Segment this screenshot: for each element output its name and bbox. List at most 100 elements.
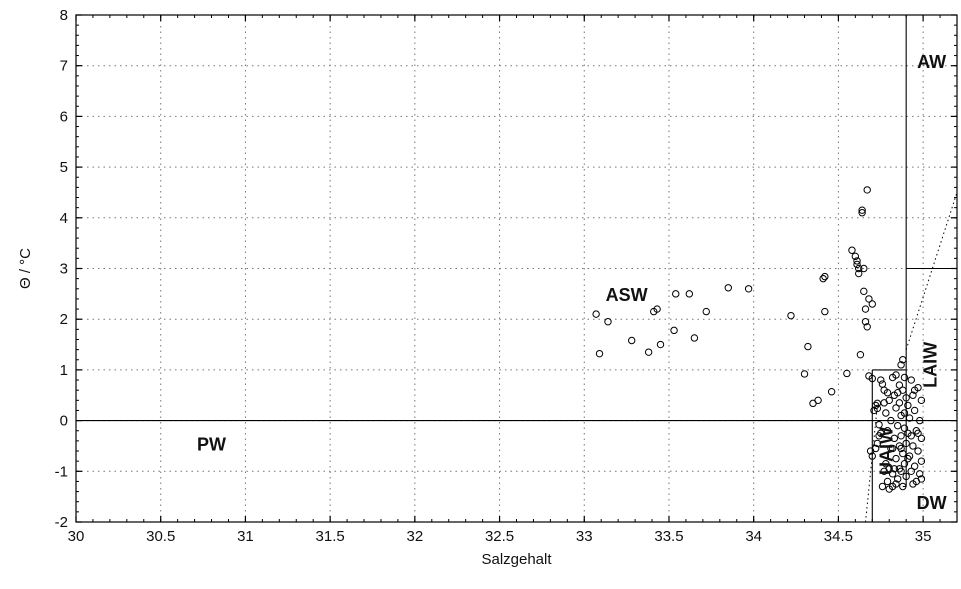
data-point bbox=[871, 444, 880, 453]
data-point bbox=[883, 427, 892, 435]
region-label-dw: DW bbox=[917, 493, 947, 513]
data-point bbox=[656, 340, 665, 349]
data-point bbox=[904, 454, 912, 463]
data-point bbox=[890, 465, 899, 473]
x-tick-label: 33 bbox=[576, 528, 593, 545]
data-point bbox=[910, 386, 919, 394]
x-tick-label: 34.5 bbox=[824, 528, 853, 545]
data-point bbox=[895, 399, 904, 407]
x-tick-label: 30 bbox=[68, 528, 85, 545]
data-point bbox=[907, 376, 915, 384]
data-point bbox=[900, 373, 909, 382]
y-tick-label: 7 bbox=[60, 58, 68, 75]
data-point bbox=[902, 472, 910, 481]
data-point bbox=[724, 284, 732, 292]
data-point bbox=[855, 264, 863, 273]
data-point bbox=[856, 350, 865, 359]
region-label-uaiw: UAIW bbox=[876, 427, 896, 475]
data-point bbox=[878, 380, 887, 388]
data-point bbox=[892, 454, 900, 463]
data-point bbox=[744, 285, 753, 293]
x-tick-label: 32.5 bbox=[485, 528, 514, 545]
data-point bbox=[804, 342, 812, 351]
y-tick-label: 6 bbox=[60, 108, 68, 125]
data-point bbox=[800, 370, 809, 378]
data-point bbox=[653, 305, 661, 313]
data-point bbox=[907, 467, 915, 475]
region-labels: PW ASW AW LAIW DW UAIW bbox=[197, 52, 947, 513]
data-point bbox=[604, 318, 612, 326]
data-point bbox=[865, 295, 873, 303]
data-point bbox=[897, 432, 905, 440]
data-point bbox=[877, 376, 885, 384]
data-point bbox=[873, 404, 882, 413]
data-point bbox=[868, 300, 876, 308]
data-point bbox=[888, 470, 897, 478]
data-point bbox=[853, 257, 861, 265]
data-point bbox=[890, 434, 899, 443]
data-point bbox=[894, 475, 902, 483]
y-tick-label: 4 bbox=[60, 210, 68, 227]
data-point bbox=[916, 416, 924, 425]
data-point bbox=[868, 452, 876, 460]
data-point bbox=[885, 465, 893, 473]
dotted-boundary-line bbox=[905, 192, 958, 350]
x-tick-label: 34 bbox=[745, 528, 762, 545]
region-label-laiw: LAIW bbox=[920, 342, 940, 388]
data-point bbox=[861, 305, 870, 313]
data-point bbox=[917, 434, 926, 443]
data-point bbox=[902, 394, 910, 402]
data-point bbox=[855, 269, 863, 278]
data-point bbox=[868, 374, 876, 383]
region-label-asw: ASW bbox=[606, 285, 648, 305]
data-point bbox=[892, 404, 900, 412]
y-axis-title: Θ / °C bbox=[17, 248, 34, 289]
data-point bbox=[904, 401, 912, 410]
axis-ticks: 30 30.5 31 31.5 32 32.5 33 33.5 34 34.5 35-2-10123… bbox=[55, 7, 958, 545]
data-point bbox=[895, 381, 904, 389]
dotted-boundary-line bbox=[865, 405, 878, 523]
region-label-pw: PW bbox=[197, 435, 226, 455]
data-point bbox=[863, 323, 871, 331]
data-point bbox=[858, 209, 866, 217]
data-point bbox=[861, 318, 870, 326]
data-point bbox=[897, 467, 905, 475]
x-tick-label: 32 bbox=[407, 528, 424, 545]
data-point bbox=[900, 424, 909, 432]
region-boundaries bbox=[76, 15, 958, 523]
data-point bbox=[882, 459, 890, 468]
data-point bbox=[814, 396, 822, 405]
data-point bbox=[899, 449, 907, 458]
y-tick-label: 5 bbox=[60, 159, 68, 176]
data-point bbox=[916, 470, 924, 478]
data-point bbox=[875, 420, 883, 429]
data-point bbox=[827, 388, 836, 396]
data-point bbox=[880, 399, 888, 407]
data-point bbox=[821, 307, 829, 316]
data-point bbox=[843, 369, 851, 378]
data-point bbox=[860, 287, 868, 296]
data-point bbox=[914, 447, 922, 455]
data-point bbox=[902, 439, 910, 448]
data-point bbox=[875, 432, 883, 440]
data-point bbox=[894, 389, 902, 397]
data-point bbox=[819, 274, 827, 283]
data-point bbox=[899, 356, 907, 364]
x-tick-label: 30.5 bbox=[146, 528, 175, 545]
data-point bbox=[644, 348, 653, 356]
data-point bbox=[887, 444, 895, 453]
data-point bbox=[899, 482, 907, 491]
region-label-aw: AW bbox=[917, 52, 946, 72]
y-tick-label: 1 bbox=[60, 362, 68, 379]
data-point bbox=[863, 186, 871, 194]
x-tick-label: 31.5 bbox=[316, 528, 345, 545]
data-point bbox=[878, 482, 887, 491]
x-tick-label: 31 bbox=[237, 528, 254, 545]
data-points bbox=[592, 186, 926, 493]
data-point bbox=[905, 414, 914, 422]
data-point bbox=[858, 206, 866, 214]
y-tick-label: -1 bbox=[55, 463, 68, 480]
x-axis-title: Salzgehalt bbox=[481, 551, 552, 568]
data-point bbox=[860, 264, 868, 273]
